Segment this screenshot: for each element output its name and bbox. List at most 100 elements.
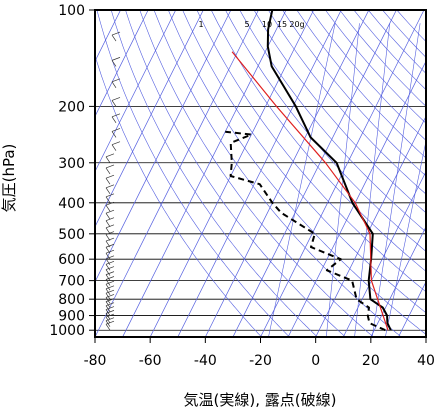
wind-barb-staff [105,269,111,276]
wind-barb [105,285,115,295]
wind-barb-staff [105,258,111,266]
isotherm-line [370,225,426,337]
wind-barb-feather [105,243,115,248]
wind-barb-staff [105,205,111,212]
wind-barb-feather [105,298,115,302]
wind-barb-staff [105,187,111,195]
wind-barb-staff [105,264,111,271]
mixing-ratio-line [268,23,336,337]
wind-barb-feather [111,141,121,146]
wind-barb-feather [111,57,121,61]
wind-barb-feather [105,164,115,169]
wind-barb [105,255,115,266]
mixing-ratio-line [371,23,421,337]
isotherm-line [95,10,232,283]
mixing-ratio-labels: 1 5 10 15 20g [198,20,304,29]
y-tick-label: 800 [58,292,85,308]
wind-barb [111,97,121,107]
isotherm-line [95,10,177,173]
y-tick-label: 300 [58,156,85,172]
isotherm-line [122,10,287,337]
wind-barb-feather [105,209,115,214]
isotherm-line [177,10,342,337]
wind-barb-feather [105,249,115,254]
wind-barb-staff [111,144,117,151]
wind-barb-staff [105,274,111,281]
wind-barb-feather [111,31,121,36]
wind-barb [105,201,115,212]
wind-barb-staff [105,196,111,203]
wind-barb-feather [111,128,121,132]
wind-barb-feather [105,255,115,260]
mixing-ratio-label: 10 [262,20,272,29]
wind-barb-staff [111,100,117,107]
wind-barb-feather [111,97,121,101]
wind-barb-staff [111,131,117,138]
dry-adiabat [95,54,262,337]
wind-barb-feather [105,271,115,275]
parcel-line [231,51,389,331]
wind-barb [105,249,115,260]
y-tick-label: 100 [58,3,85,19]
x-axis-title: 気温(実線), 露点(破線) [184,391,337,409]
wind-barb-feather [105,260,115,265]
mixing-ratio-line [354,23,391,337]
wind-barb-staff [105,227,111,235]
wind-barb-staff [105,212,111,220]
y-tick-label: 1000 [49,323,85,339]
wind-barb [105,153,115,163]
wind-barb-staff [105,297,111,304]
wind-barb [105,266,115,276]
isotherm-line [260,10,425,337]
wind-barb-feather [105,201,115,206]
wind-barb [111,31,121,42]
isotherm-line [95,10,149,118]
y-tick-label: 700 [58,274,85,290]
wind-barb-staff [105,324,111,331]
dry-adiabat [282,10,426,177]
wind-barb-feather [105,237,115,242]
wind-barb-feather [105,217,115,222]
x-tick-label: -20 [249,353,272,369]
wind-barb-staff [111,116,117,123]
wind-barb-staff [105,288,111,295]
mixing-ratio-label: 5 [244,20,249,29]
isotherm-line [149,10,314,337]
wind-barb-feather [111,113,121,118]
x-tick-label: 40 [417,353,435,369]
dewpoint-line [225,130,386,332]
wind-barb-staff [105,247,111,254]
wind-barb [105,231,115,241]
wind-barb-feather [105,302,115,306]
wind-barb [105,306,115,316]
wind-barb-staff [105,156,111,163]
mixing-ratio-line [385,139,426,337]
wind-barb [111,141,121,151]
y-tick-label: 400 [58,196,85,212]
wind-barb-staff [105,313,111,320]
dry-adiabat [153,10,402,337]
wind-barb [105,260,115,271]
wind-barb-feather [105,310,115,314]
wind-barb-feather [105,280,115,285]
wind-barb [105,280,115,291]
isotherm-line [95,10,204,228]
wind-barb-staff [105,178,111,185]
wind-barb [111,57,121,67]
wind-barb [111,113,121,123]
isotherm-line [95,10,259,337]
dry-adiabat [182,10,426,314]
wind-barb [111,78,121,89]
wind-barb-staff [111,81,117,89]
wind-barb-feather [105,193,115,198]
wind-barb-staff [105,316,111,324]
wind-barb-feather [105,294,115,298]
wind-barb [105,184,115,195]
series-layer [225,10,392,332]
wind-barb [105,271,115,281]
wind-barb-staff [105,220,111,227]
wind-barb [105,298,115,308]
wind-barb-feather [105,313,115,318]
